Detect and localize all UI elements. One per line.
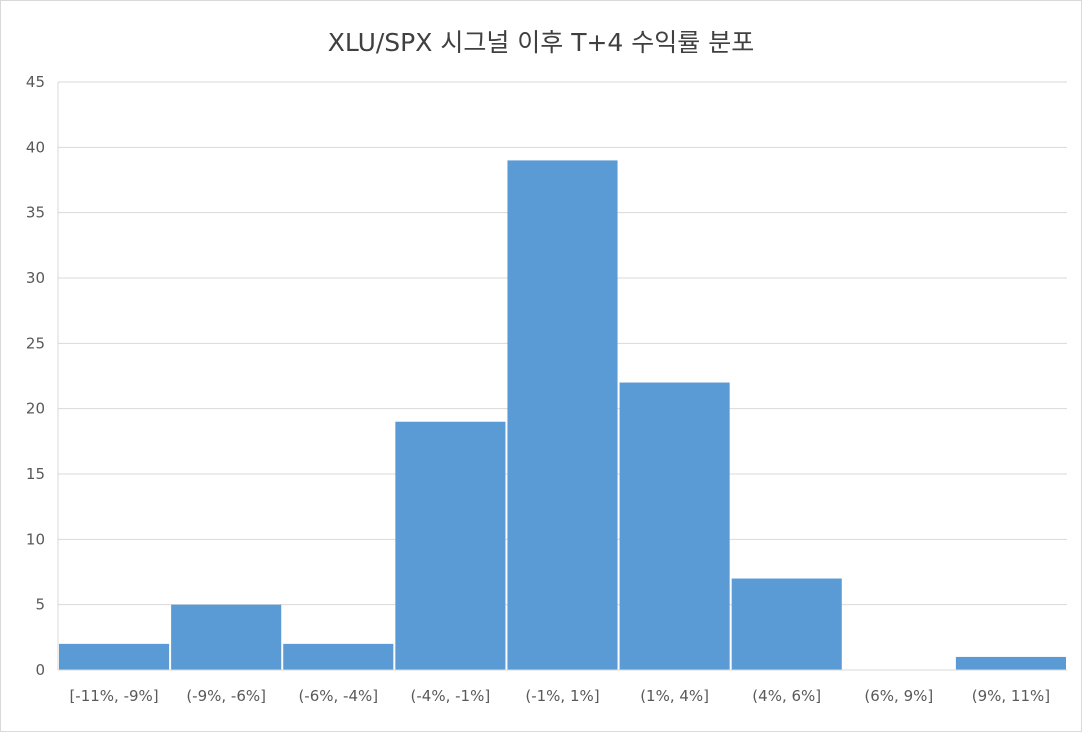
x-tick-label: (6%, 9%]: [864, 687, 933, 705]
y-tick-label: 5: [35, 596, 45, 614]
y-tick-label: 20: [26, 400, 45, 418]
y-tick-label: 30: [26, 269, 45, 287]
x-tick-label: (1%, 4%]: [640, 687, 709, 705]
bar: [59, 643, 170, 670]
y-tick-label: 25: [26, 334, 45, 352]
x-tick-label: (-6%, -4%]: [298, 687, 378, 705]
y-axis-tick-labels: 0 5 10 15 20 25 30 35 40 45: [26, 73, 45, 679]
y-tick-label: 10: [26, 530, 45, 548]
bar: [283, 643, 394, 670]
x-tick-label: (9%, 11%]: [972, 687, 1050, 705]
x-tick-label: (-4%, -1%]: [411, 687, 491, 705]
bar: [395, 421, 506, 670]
y-tick-label: 35: [26, 204, 45, 222]
y-tick-label: 40: [26, 138, 45, 156]
bar: [619, 382, 730, 670]
bar: [507, 160, 618, 670]
bar: [955, 656, 1066, 670]
y-tick-label: 15: [26, 465, 45, 483]
bar: [731, 578, 842, 670]
x-tick-label: (-1%, 1%]: [525, 687, 599, 705]
x-axis-tick-labels: [-11%, -9%] (-9%, -6%] (-6%, -4%] (-4%, -1%…: [69, 687, 1050, 705]
axes: [57, 82, 1067, 671]
y-tick-label: 0: [35, 661, 45, 679]
x-tick-label: (-9%, -6%]: [186, 687, 266, 705]
chart-title: XLU/SPX 시그널 이후 T+4 수익률 분포: [327, 28, 755, 57]
bars: [59, 160, 1066, 670]
bar: [171, 604, 282, 670]
x-tick-label: [-11%, -9%]: [69, 687, 158, 705]
x-tick-label: (4%, 6%]: [752, 687, 821, 705]
y-tick-label: 45: [26, 73, 45, 91]
